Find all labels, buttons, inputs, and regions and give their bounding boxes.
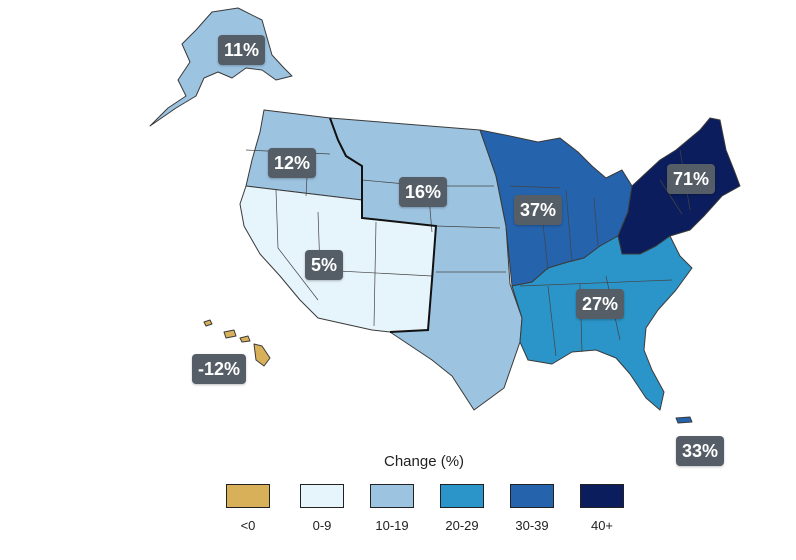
region-puerto-rico xyxy=(675,416,693,424)
region-alaska xyxy=(149,7,293,127)
us-map xyxy=(149,7,741,424)
label-alaska: 11% xyxy=(218,35,266,65)
legend-item: 30-39 xyxy=(510,484,560,533)
legend-label: 40+ xyxy=(590,518,614,533)
label-puerto-rico: 33% xyxy=(676,436,725,466)
legend-label: 30-39 xyxy=(515,518,549,533)
legend-swatch xyxy=(300,484,344,508)
label-hawaii: -12% xyxy=(192,354,247,384)
label-southeast: 27% xyxy=(576,289,625,319)
legend-item: 20-29 xyxy=(440,484,490,533)
region-southeast xyxy=(511,235,693,411)
legend-swatch xyxy=(440,484,484,508)
label-northwest: 12% xyxy=(268,148,317,178)
region-hawaii xyxy=(203,319,271,367)
northwest-border xyxy=(329,117,363,200)
legend-title: Change (%) xyxy=(384,453,465,470)
legend-label: 20-29 xyxy=(445,518,479,533)
legend-swatch xyxy=(370,484,414,508)
label-southwest: 5% xyxy=(305,250,344,280)
legend-item: 10-19 xyxy=(370,484,420,533)
legend-item: 40+ xyxy=(580,484,630,533)
southwest-border xyxy=(361,200,438,333)
legend-label: <0 xyxy=(240,518,256,533)
legend-swatch xyxy=(580,484,624,508)
legend: <0 0-9 10-19 20-29 30-39 40+ xyxy=(226,484,646,544)
legend-swatch xyxy=(510,484,554,508)
legend-swatch xyxy=(226,484,270,508)
label-midwest: 37% xyxy=(514,195,563,225)
label-northeast: 71% xyxy=(667,164,716,194)
legend-item: 0-9 xyxy=(300,484,350,533)
legend-item: <0 xyxy=(226,484,276,533)
legend-label: 10-19 xyxy=(375,518,409,533)
label-great-plains: 16% xyxy=(399,177,448,207)
legend-label: 0-9 xyxy=(312,518,332,533)
